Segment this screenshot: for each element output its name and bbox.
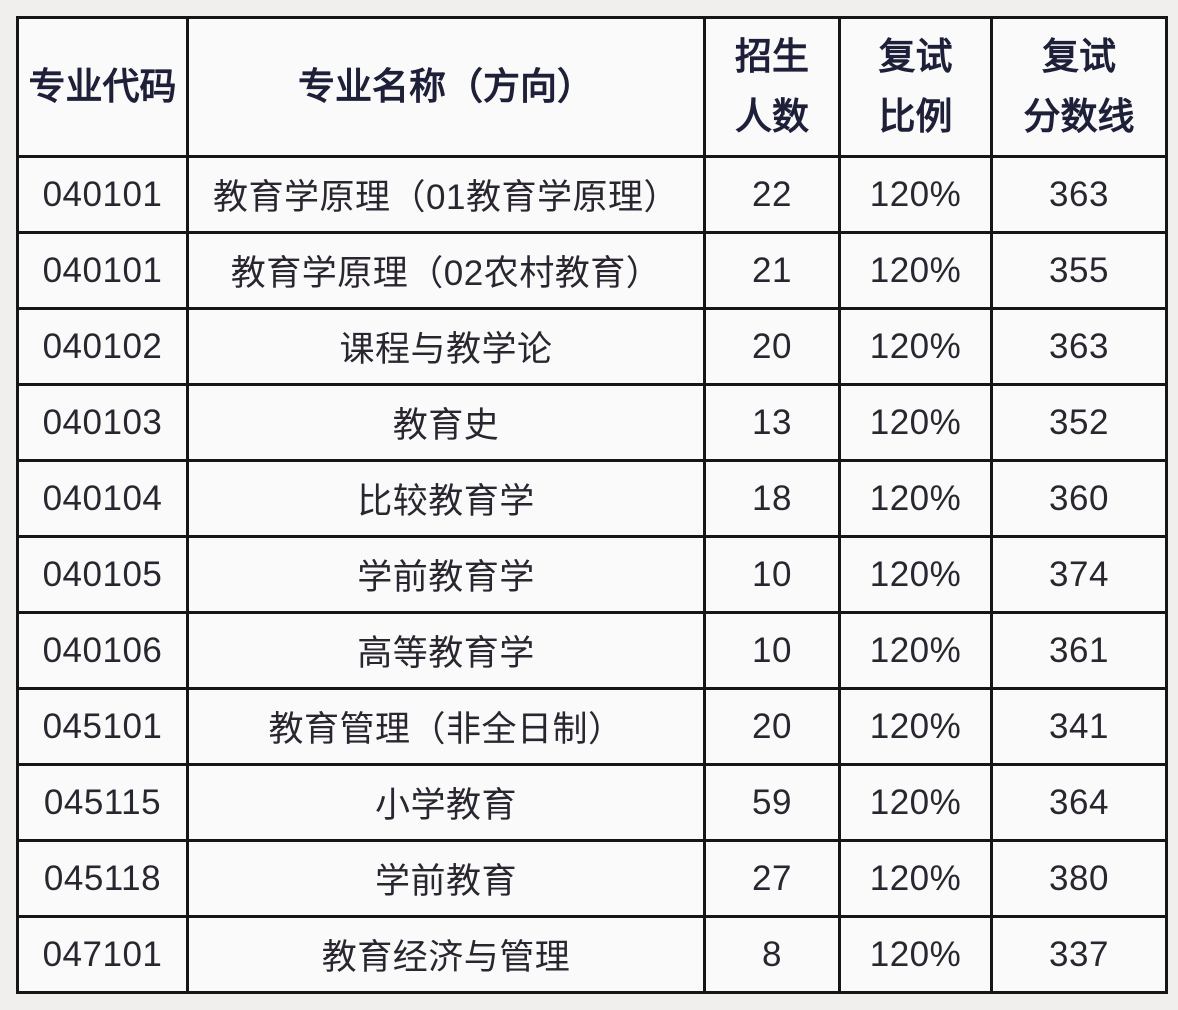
cell-major-name: 教育史: [186, 383, 706, 462]
cell-retest-ratio: 120%: [838, 611, 993, 690]
cell-major-name: 课程与教学论: [186, 307, 706, 386]
col-header-retest-ratio: 复试 比例: [838, 16, 993, 158]
cell-major-code: 040103: [16, 383, 189, 462]
cell-retest-ratio: 120%: [838, 763, 993, 842]
cell-major-name: 学前教育: [186, 839, 706, 918]
cell-retest-score: 337: [990, 915, 1168, 994]
cell-retest-score: 364: [990, 763, 1168, 842]
cell-retest-score: 363: [990, 307, 1168, 386]
cell-major-name: 比较教育学: [186, 459, 706, 538]
cell-retest-ratio: 120%: [838, 687, 993, 766]
cell-major-code: 045118: [16, 839, 189, 918]
cell-retest-score: 361: [990, 611, 1168, 690]
table-row: 040102 课程与教学论 20 120% 363: [16, 307, 1168, 386]
cell-major-name: 教育经济与管理: [186, 915, 706, 994]
cell-enrollment: 20: [703, 687, 841, 766]
cell-retest-score: 360: [990, 459, 1168, 538]
table-row: 045118 学前教育 27 120% 380: [16, 839, 1168, 918]
cell-enrollment: 59: [703, 763, 841, 842]
cell-retest-score: 355: [990, 231, 1168, 310]
cell-major-code: 040102: [16, 307, 189, 386]
cell-major-code: 047101: [16, 915, 189, 994]
cell-major-code: 045101: [16, 687, 189, 766]
cell-major-code: 040105: [16, 535, 189, 614]
cell-retest-ratio: 120%: [838, 383, 993, 462]
cell-retest-ratio: 120%: [838, 307, 993, 386]
admissions-score-table-container: 专业代码 专业名称（方向） 招生 人数 复试 比例 复试 分数线 040101 …: [16, 16, 1168, 994]
cell-enrollment: 18: [703, 459, 841, 538]
table-row: 045101 教育管理（非全日制） 20 120% 341: [16, 687, 1168, 766]
cell-enrollment: 22: [703, 155, 841, 234]
cell-major-name: 高等教育学: [186, 611, 706, 690]
cell-retest-ratio: 120%: [838, 459, 993, 538]
table-row: 047101 教育经济与管理 8 120% 337: [16, 915, 1168, 994]
cell-major-code: 040101: [16, 231, 189, 310]
table-row: 040105 学前教育学 10 120% 374: [16, 535, 1168, 614]
cell-retest-ratio: 120%: [838, 915, 993, 994]
cell-retest-ratio: 120%: [838, 155, 993, 234]
cell-major-code: 040106: [16, 611, 189, 690]
cell-enrollment: 8: [703, 915, 841, 994]
cell-major-name: 教育学原理（01教育学原理）: [186, 155, 706, 234]
cell-retest-score: 380: [990, 839, 1168, 918]
col-header-major-code: 专业代码: [16, 16, 189, 158]
table-row: 040106 高等教育学 10 120% 361: [16, 611, 1168, 690]
admissions-score-table: 专业代码 专业名称（方向） 招生 人数 复试 比例 复试 分数线 040101 …: [16, 16, 1168, 994]
col-header-enrollment: 招生 人数: [703, 16, 841, 158]
cell-major-name: 学前教育学: [186, 535, 706, 614]
cell-retest-score: 352: [990, 383, 1168, 462]
cell-enrollment: 21: [703, 231, 841, 310]
table-row: 040103 教育史 13 120% 352: [16, 383, 1168, 462]
table-row: 040104 比较教育学 18 120% 360: [16, 459, 1168, 538]
cell-retest-ratio: 120%: [838, 535, 993, 614]
cell-enrollment: 10: [703, 611, 841, 690]
cell-retest-ratio: 120%: [838, 231, 993, 310]
cell-major-code: 040104: [16, 459, 189, 538]
cell-retest-ratio: 120%: [838, 839, 993, 918]
cell-enrollment: 10: [703, 535, 841, 614]
cell-major-name: 教育管理（非全日制）: [186, 687, 706, 766]
table-row: 040101 教育学原理（02农村教育） 21 120% 355: [16, 231, 1168, 310]
cell-major-code: 045115: [16, 763, 189, 842]
table-row: 040101 教育学原理（01教育学原理） 22 120% 363: [16, 155, 1168, 234]
table-row: 045115 小学教育 59 120% 364: [16, 763, 1168, 842]
cell-retest-score: 341: [990, 687, 1168, 766]
cell-major-name: 教育学原理（02农村教育）: [186, 231, 706, 310]
col-header-retest-score: 复试 分数线: [990, 16, 1168, 158]
cell-enrollment: 27: [703, 839, 841, 918]
col-header-major-name: 专业名称（方向）: [186, 16, 706, 158]
cell-major-code: 040101: [16, 155, 189, 234]
cell-enrollment: 20: [703, 307, 841, 386]
header-row: 专业代码 专业名称（方向） 招生 人数 复试 比例 复试 分数线: [16, 16, 1168, 158]
cell-retest-score: 363: [990, 155, 1168, 234]
cell-enrollment: 13: [703, 383, 841, 462]
cell-major-name: 小学教育: [186, 763, 706, 842]
cell-retest-score: 374: [990, 535, 1168, 614]
